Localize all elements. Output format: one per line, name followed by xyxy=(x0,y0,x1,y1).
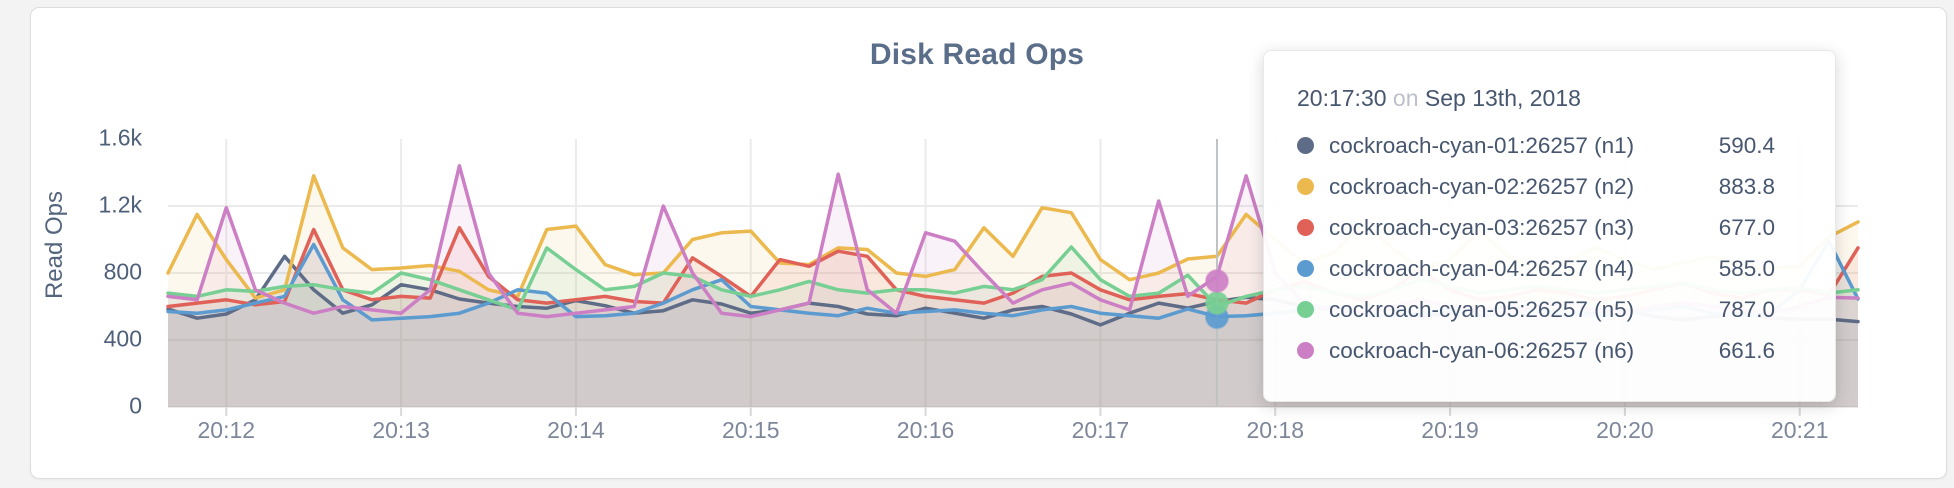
tooltip-preposition: on xyxy=(1392,85,1419,111)
hover-dot-n5 xyxy=(1204,291,1229,315)
y-tick-label: 1.6k xyxy=(98,124,142,151)
x-tick-label: 20:16 xyxy=(896,417,955,443)
tooltip-series-label: cockroach-cyan-03:26257 (n3) xyxy=(1329,214,1635,240)
tooltip-header: 20:17:30 on Sep 13th, 2018 xyxy=(1297,81,1803,115)
x-tick-label: 20:21 xyxy=(1770,417,1829,443)
tooltip-row: cockroach-cyan-04:26257 (n4) 585.0 xyxy=(1297,248,1803,289)
tooltip-series-label: cockroach-cyan-06:26257 (n6) xyxy=(1329,337,1635,363)
x-tick-label: 20:17 xyxy=(1071,417,1130,443)
x-tick-label: 20:20 xyxy=(1596,417,1654,443)
tooltip-series-value: 883.8 xyxy=(1718,173,1775,199)
tooltip-row: cockroach-cyan-03:26257 (n3) 677.0 xyxy=(1297,207,1803,248)
series-color-dot-icon xyxy=(1297,178,1314,195)
series-color-dot-icon xyxy=(1297,137,1314,154)
x-tick-label: 20:12 xyxy=(197,417,256,443)
series-color-dot-icon xyxy=(1297,301,1314,318)
series-color-dot-icon xyxy=(1297,260,1314,277)
tooltip-series-value: 661.6 xyxy=(1718,337,1775,363)
chart-title: Disk Read Ops xyxy=(869,38,1085,71)
tooltip-series-label: cockroach-cyan-01:26257 (n1) xyxy=(1329,132,1635,158)
tooltip-row: cockroach-cyan-02:26257 (n2) 883.8 xyxy=(1297,166,1803,207)
tooltip-date: Sep 13th, 2018 xyxy=(1424,85,1581,111)
hover-dot-n6 xyxy=(1204,269,1229,293)
tooltip-rows: cockroach-cyan-01:26257 (n1) 590.4 cockroa… xyxy=(1297,125,1803,371)
x-tick-label: 20:13 xyxy=(372,417,430,443)
tooltip-row: cockroach-cyan-05:26257 (n5) 787.0 xyxy=(1297,289,1803,330)
x-tick-label: 20:14 xyxy=(547,417,605,443)
x-tick-label: 20:15 xyxy=(721,417,780,443)
tooltip-series-label: cockroach-cyan-02:26257 (n2) xyxy=(1329,173,1635,199)
tooltip-time: 20:17:30 xyxy=(1297,85,1387,111)
tooltip-series-label: cockroach-cyan-05:26257 (n5) xyxy=(1329,296,1635,322)
tooltip-series-value: 585.0 xyxy=(1718,255,1775,281)
tooltip-series-value: 787.0 xyxy=(1718,296,1775,322)
tooltip-row: cockroach-cyan-01:26257 (n1) 590.4 xyxy=(1297,125,1803,166)
tooltip-row: cockroach-cyan-06:26257 (n6) 661.6 xyxy=(1297,330,1803,371)
series-color-dot-icon xyxy=(1297,219,1314,236)
tooltip-series-value: 677.0 xyxy=(1718,214,1775,240)
y-tick-label: 400 xyxy=(103,325,142,352)
y-tick-label: 0 xyxy=(129,392,142,419)
hover-tooltip: 20:17:30 on Sep 13th, 2018 cockroach-cya… xyxy=(1263,50,1836,402)
y-tick-label: 1.2k xyxy=(98,191,142,218)
y-tick-label: 800 xyxy=(103,258,142,285)
tooltip-series-value: 590.4 xyxy=(1718,132,1775,158)
series-color-dot-icon xyxy=(1297,342,1314,359)
tooltip-series-label: cockroach-cyan-04:26257 (n4) xyxy=(1329,255,1635,281)
x-tick-label: 20:18 xyxy=(1246,417,1305,443)
x-tick-label: 20:19 xyxy=(1421,417,1479,443)
